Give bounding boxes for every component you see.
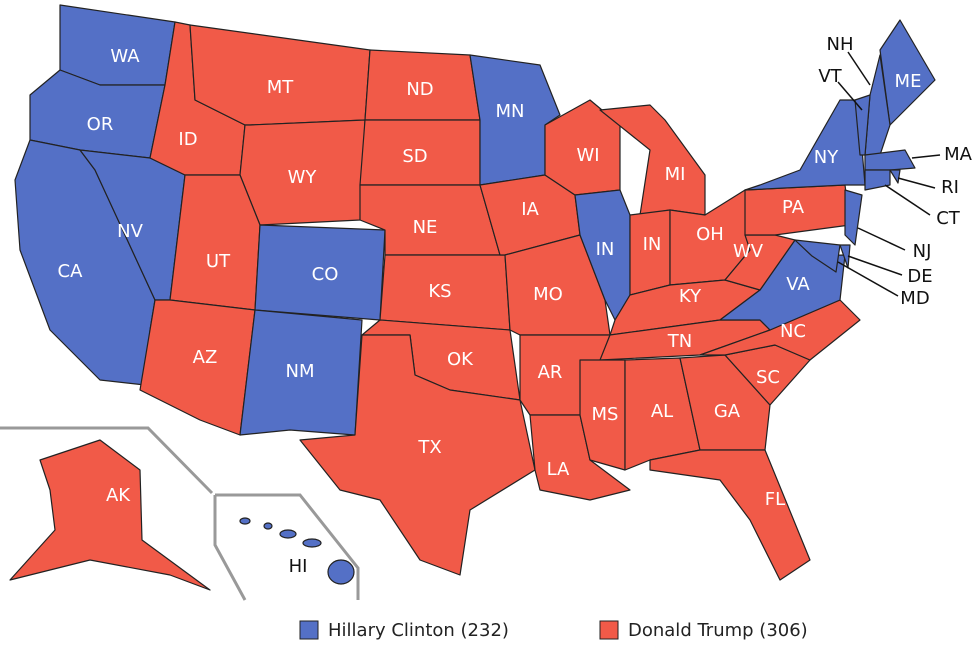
state-label: MS	[592, 404, 619, 425]
state-label: LA	[547, 459, 570, 480]
state-label: IA	[521, 199, 539, 220]
legend: Hillary Clinton (232) Donald Trump (306)	[299, 620, 808, 641]
state	[9, 439, 211, 591]
state-label: MI	[665, 164, 686, 185]
state-label: OK	[447, 349, 474, 370]
callout-line	[897, 177, 936, 189]
state-label: MD	[900, 288, 929, 309]
state-label: OR	[87, 114, 114, 135]
island	[279, 529, 297, 539]
state-label: ID	[178, 129, 197, 150]
callout-line	[847, 51, 871, 86]
state-label: NE	[413, 217, 438, 238]
state-label: WV	[733, 241, 764, 262]
state-label: NJ	[913, 241, 932, 262]
callout-line	[884, 184, 931, 216]
state	[744, 99, 866, 191]
island	[327, 559, 355, 585]
state-label: VT	[818, 66, 842, 87]
state	[844, 189, 863, 246]
state	[649, 449, 811, 581]
state-label: TX	[417, 437, 441, 458]
state-label: MN	[496, 101, 525, 122]
state-label: AK	[106, 485, 131, 506]
state-label: MT	[267, 77, 295, 98]
state-label: VA	[786, 274, 810, 295]
hawaii-inset-border	[215, 493, 360, 600]
island	[302, 538, 322, 548]
alaska-inset-border	[0, 426, 214, 495]
state-label: CT	[936, 208, 961, 229]
state-label: SD	[402, 146, 427, 167]
callout-line	[911, 154, 941, 159]
state	[169, 174, 261, 311]
state-label: AL	[651, 401, 673, 422]
state-label: IN	[596, 239, 615, 260]
state-label: ND	[406, 79, 433, 100]
state-label: NH	[827, 34, 854, 55]
state	[579, 359, 626, 471]
state-label: OH	[696, 224, 724, 245]
state-label: MO	[533, 284, 563, 305]
callout-line	[847, 255, 903, 276]
island	[239, 517, 251, 525]
state-label: SC	[756, 367, 780, 388]
state	[59, 4, 176, 86]
state	[794, 239, 841, 273]
states	[9, 4, 936, 591]
hawaii-inset-border	[213, 495, 247, 601]
state	[889, 169, 901, 184]
state-label: KY	[679, 286, 702, 307]
state-label: AR	[538, 362, 563, 383]
callout-line	[837, 81, 863, 111]
island	[263, 522, 273, 530]
state-label: NV	[117, 221, 143, 242]
state-label: PA	[782, 197, 805, 218]
state-label: NM	[286, 361, 315, 382]
state-label: RI	[941, 177, 959, 198]
state	[864, 169, 891, 191]
legend-label: Hillary Clinton (232)	[328, 620, 509, 641]
state-label: WI	[576, 145, 599, 166]
state-label: CO	[312, 264, 339, 285]
state-label: WA	[110, 46, 140, 67]
legend-swatch	[299, 620, 319, 640]
state-label: GA	[714, 401, 741, 422]
state	[299, 334, 536, 576]
state-label: DE	[907, 266, 932, 287]
state-label: NC	[780, 321, 806, 342]
state-label: AZ	[193, 347, 218, 368]
legend-swatch	[599, 620, 619, 640]
state-label: MA	[944, 144, 973, 165]
state-label: HI	[289, 556, 308, 577]
state	[239, 309, 363, 436]
callout-line	[857, 227, 906, 251]
state-label: UT	[206, 251, 231, 272]
state-label: ME	[895, 71, 922, 92]
state	[864, 149, 916, 171]
state	[189, 24, 371, 126]
state-label: NY	[814, 147, 839, 168]
state-label: FL	[765, 489, 785, 510]
state-label: IN	[643, 234, 662, 255]
labels: WA OR CA NV ID MT WY UT CO AZ NM ND SD NE KS OK TX MN IA MO…	[58, 34, 973, 577]
state-label: TN	[667, 331, 692, 352]
state-label: KS	[428, 281, 451, 302]
state-label: CA	[58, 261, 84, 282]
callout-line	[837, 261, 899, 297]
legend-label: Donald Trump (306)	[628, 620, 808, 641]
state-label: WY	[288, 167, 318, 188]
